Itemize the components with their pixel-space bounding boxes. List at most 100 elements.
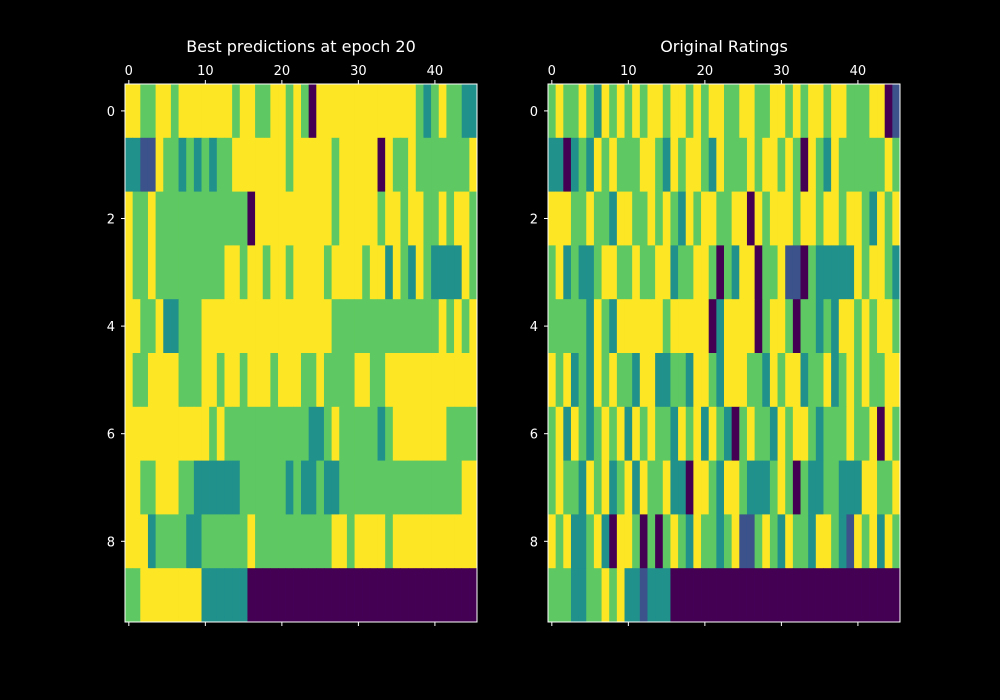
heatmap-cell	[323, 406, 333, 461]
heatmap-cell	[408, 460, 417, 515]
heatmap-cell	[762, 245, 771, 300]
heatmap-cell	[446, 84, 455, 139]
heatmap-cell	[785, 514, 794, 569]
heatmap-cell	[193, 84, 202, 139]
heatmap-cell	[423, 406, 432, 461]
heatmap-cell	[624, 191, 633, 246]
heatmap-cell	[170, 84, 179, 139]
heatmap-cell	[815, 460, 824, 515]
heatmap-cell	[316, 137, 325, 192]
heatmap-cell	[724, 514, 733, 569]
heatmap-cell	[624, 568, 633, 623]
heatmap-cell	[469, 406, 478, 461]
heatmap-cell	[140, 299, 149, 354]
heatmap-cell	[548, 299, 557, 354]
heatmap-cell	[754, 406, 763, 461]
heatmap-cell	[570, 137, 580, 192]
heatmap-cell	[323, 353, 333, 408]
heatmap-cell	[186, 568, 195, 623]
heatmap-cell	[308, 245, 317, 300]
x-tick-label: 30	[773, 64, 790, 79]
heatmap-cell	[408, 137, 417, 192]
heatmap-cell	[639, 406, 648, 461]
heatmap-cell	[125, 245, 134, 300]
heatmap-cell	[846, 245, 855, 300]
heatmap-cell	[831, 406, 840, 461]
heatmap-cell	[132, 84, 141, 139]
heatmap-cell	[132, 137, 141, 192]
heatmap-cell	[438, 353, 447, 408]
heatmap-cell	[632, 568, 641, 623]
heatmap-cell	[163, 460, 172, 515]
heatmap-cell	[609, 353, 618, 408]
heatmap-cell	[125, 514, 134, 569]
heatmap-cell	[461, 84, 470, 139]
heatmap-cell	[408, 191, 417, 246]
heatmap-cell	[377, 353, 386, 408]
heatmap-cell	[586, 191, 595, 246]
heatmap-cell	[316, 245, 325, 300]
heatmap-cell	[647, 514, 656, 569]
heatmap-cell	[762, 84, 771, 139]
heatmap-cell	[762, 406, 771, 461]
heatmap-cell	[423, 84, 432, 139]
heatmap-cell	[201, 299, 210, 354]
heatmap-cell	[431, 245, 440, 300]
heatmap-cell	[262, 353, 271, 408]
heatmap-cell	[262, 245, 271, 300]
heatmap-cell	[163, 406, 172, 461]
heatmap-cell	[708, 514, 717, 569]
heatmap-cell	[155, 84, 164, 139]
heatmap-cell	[869, 299, 878, 354]
heatmap-cell	[423, 245, 432, 300]
heatmap-cell	[323, 137, 333, 192]
heatmap-cell	[854, 568, 863, 623]
heatmap-cell	[186, 299, 195, 354]
heatmap-cell	[132, 353, 141, 408]
heatmap-cell	[639, 245, 648, 300]
heatmap-cell	[446, 514, 455, 569]
heatmap-cell	[800, 406, 809, 461]
heatmap-cell	[609, 245, 618, 300]
heatmap-cell	[446, 245, 455, 300]
axis-ticks: 0 10 20 30 40 0 2 4 6 8	[530, 64, 866, 626]
heatmap-cell	[739, 245, 748, 300]
heatmap-cell	[316, 299, 325, 354]
heatmap-cell	[609, 299, 618, 354]
heatmap-cell	[609, 514, 618, 569]
heatmap-cell	[731, 514, 740, 569]
heatmap-cell	[354, 84, 363, 139]
heatmap-cell	[331, 460, 340, 515]
heatmap-cell	[563, 299, 572, 354]
heatmap-cell	[232, 84, 241, 139]
x-tick-label: 20	[697, 64, 714, 79]
heatmap-cell	[247, 353, 256, 408]
heatmap-cell	[724, 299, 733, 354]
heatmap-predictions: Best predictions at epoch 20 0 10 20 30 40 0 2…	[107, 37, 478, 626]
heatmap-cell	[754, 137, 763, 192]
heatmap-cell	[746, 568, 756, 623]
heatmap-cell	[578, 514, 587, 569]
heatmap-cell	[724, 353, 733, 408]
heatmap-cell	[624, 245, 633, 300]
heatmap-cell	[461, 299, 470, 354]
heatmap-cell	[163, 514, 172, 569]
heatmap-cell	[209, 514, 218, 569]
heatmap-cell	[861, 137, 870, 192]
heatmap-cell	[193, 299, 202, 354]
heatmap-cell	[216, 568, 225, 623]
heatmap-cell	[239, 460, 248, 515]
heatmap-cell	[777, 299, 786, 354]
heatmap-cell	[693, 245, 702, 300]
heatmap-cell	[316, 191, 325, 246]
heatmap-cell	[301, 191, 310, 246]
heatmap-cell	[892, 299, 901, 354]
heatmap-cell	[293, 137, 302, 192]
heatmap-cell	[808, 514, 817, 569]
heatmap-cell	[431, 137, 440, 192]
heatmap-cell	[308, 84, 317, 139]
heatmap-cell	[400, 353, 409, 408]
heatmap-cell	[446, 299, 455, 354]
heatmap-cell	[232, 514, 241, 569]
heatmap-cell	[632, 245, 641, 300]
